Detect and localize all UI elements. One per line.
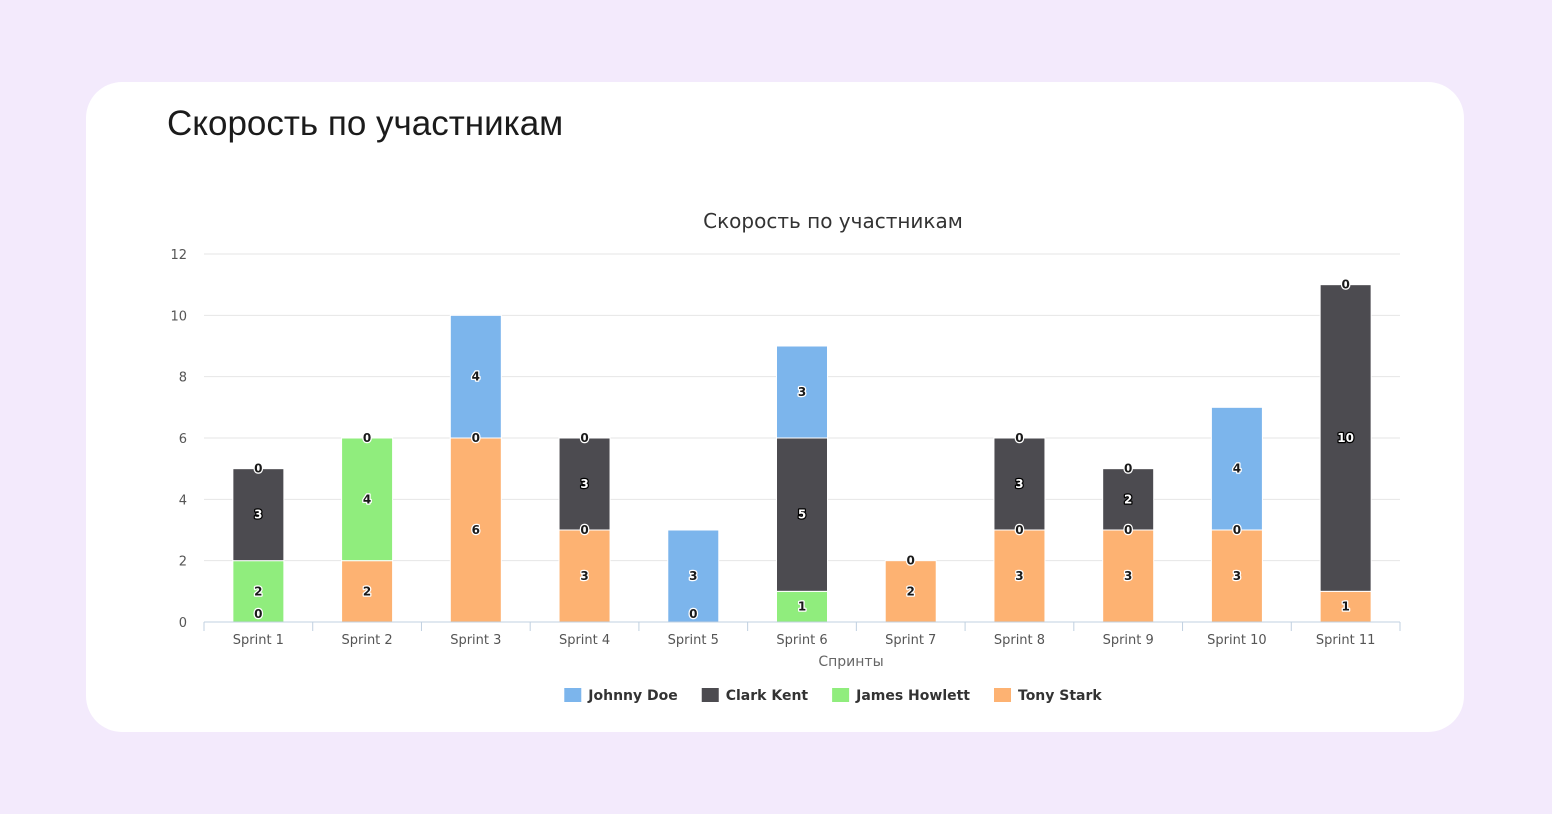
data-label: 3 — [689, 569, 697, 583]
data-labels: 2 3 2 4 6 4 3 3 3 1 5 3 2 3 3 3 2 3 4 1 10 0 0 0 0 0 0 0 0 0 0 0 0 0 0 — [253, 276, 1355, 622]
legend-swatch — [832, 688, 850, 702]
data-label: 3 — [1015, 569, 1023, 583]
legend-swatch — [564, 688, 582, 702]
bar-segment — [449, 314, 502, 439]
data-label: 0 — [1015, 523, 1023, 537]
y-tick-label: 12 — [170, 248, 187, 263]
data-label: 2 — [907, 584, 915, 598]
data-label: 2 — [254, 584, 262, 598]
x-tick-label: Sprint 9 — [1103, 633, 1154, 648]
page-title: Скорость по участникам — [167, 104, 564, 143]
bar-segment — [449, 437, 502, 623]
chart-title: Скорость по участникам — [703, 209, 963, 233]
data-label: 0 — [254, 462, 262, 476]
legend-item[interactable]: Tony Stark — [994, 688, 1102, 704]
y-tick-label: 6 — [179, 432, 187, 447]
data-label: 3 — [798, 385, 806, 399]
data-label: 3 — [580, 477, 588, 491]
data-label: 0 — [580, 523, 588, 537]
bar-segment — [993, 437, 1046, 531]
y-tick-label: 4 — [179, 493, 187, 508]
data-label: 3 — [1233, 569, 1241, 583]
data-label: 0 — [254, 607, 262, 621]
x-tick-label: Sprint 4 — [559, 633, 610, 648]
bar-segment — [776, 590, 828, 623]
data-label: 4 — [472, 370, 480, 384]
bar-segment — [776, 437, 828, 592]
legend-swatch — [994, 688, 1012, 702]
legend-label: Tony Stark — [1018, 688, 1102, 704]
bar-segment — [776, 345, 828, 439]
y-axis: 0 2 4 6 8 10 12 — [170, 248, 187, 631]
data-label: 4 — [363, 492, 371, 506]
data-label: 0 — [1124, 523, 1132, 537]
data-label: 1 — [798, 600, 806, 614]
bar-segment — [1319, 284, 1372, 592]
x-tick-label: Sprint 7 — [885, 633, 936, 648]
data-label: 0 — [1124, 462, 1132, 476]
x-axis-title: Спринты — [818, 654, 883, 670]
data-label: 3 — [254, 508, 262, 522]
y-tick-label: 0 — [179, 616, 187, 631]
legend[interactable]: Johnny Doe Clark Kent James Howlett Tony St… — [564, 688, 1102, 704]
data-label: 4 — [1233, 462, 1241, 476]
data-label: 3 — [580, 569, 588, 583]
data-label: 5 — [798, 508, 806, 522]
bar-segment — [884, 560, 937, 623]
data-label: 3 — [1015, 477, 1023, 491]
data-label: 0 — [363, 431, 371, 445]
data-label: 6 — [472, 523, 480, 537]
bar-segment — [558, 529, 611, 623]
data-label: 2 — [1124, 492, 1132, 506]
data-label: 1 — [1341, 600, 1349, 614]
legend-label: James Howlett — [855, 688, 970, 704]
legend-item[interactable]: Johnny Doe — [564, 688, 678, 704]
x-tick-label: Sprint 11 — [1316, 633, 1375, 648]
x-tick-label: Sprint 3 — [450, 633, 501, 648]
y-tick-label: 10 — [170, 309, 187, 324]
legend-label: Clark Kent — [726, 688, 809, 704]
bar-segment — [232, 468, 285, 562]
x-tick-label: Sprint 1 — [233, 633, 284, 648]
legend-label: Johnny Doe — [587, 688, 677, 704]
x-tick-label: Sprint 2 — [341, 633, 392, 648]
bar-segment — [558, 437, 611, 531]
bar-segment — [1102, 529, 1155, 623]
bar-segment — [1102, 468, 1155, 531]
bars — [232, 284, 1372, 623]
x-tick-label: Sprint 8 — [994, 633, 1045, 648]
x-tick-label: Sprint 6 — [776, 633, 827, 648]
data-label: 2 — [363, 584, 371, 598]
bar-segment — [667, 529, 720, 623]
data-label: 0 — [907, 554, 915, 568]
data-label: 0 — [1233, 523, 1241, 537]
data-label: 0 — [1015, 431, 1023, 445]
data-label: 0 — [689, 607, 697, 621]
chart-card: Скорость по участникам Скорость по участ… — [86, 82, 1464, 732]
data-label: 0 — [580, 431, 588, 445]
x-axis: Sprint 1 Sprint 2 Sprint 3 Sprint 4 Sprint 5… — [203, 621, 1401, 648]
data-label: 0 — [472, 431, 480, 445]
data-label: 10 — [1337, 431, 1354, 445]
bar-segment — [341, 437, 394, 562]
data-label: 3 — [1124, 569, 1132, 583]
legend-item[interactable]: James Howlett — [832, 688, 970, 704]
legend-swatch — [701, 688, 719, 702]
x-tick-label: Sprint 10 — [1207, 633, 1266, 648]
y-tick-label: 8 — [179, 371, 187, 386]
bar-segment — [1210, 406, 1263, 531]
data-label: 0 — [1341, 278, 1349, 292]
x-tick-label: Sprint 5 — [668, 633, 719, 648]
y-tick-label: 2 — [179, 555, 187, 570]
legend-item[interactable]: Clark Kent — [701, 688, 809, 704]
